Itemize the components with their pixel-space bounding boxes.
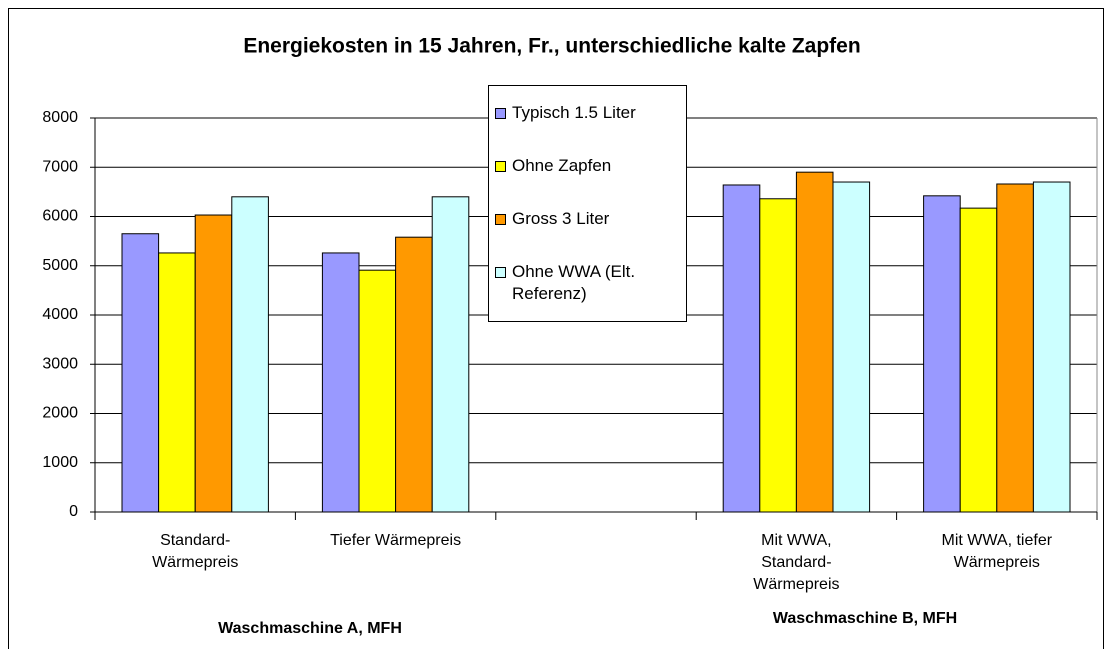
bar bbox=[832, 181, 871, 513]
bar bbox=[759, 198, 797, 513]
bar bbox=[722, 184, 761, 513]
x-tick-label: Standard-Wärmepreis bbox=[152, 532, 239, 571]
bar bbox=[158, 252, 196, 513]
chart-border bbox=[8, 8, 1104, 649]
bar bbox=[395, 236, 433, 513]
y-tick-label: 4000 bbox=[42, 306, 78, 323]
legend-swatch bbox=[495, 214, 506, 226]
bar bbox=[358, 269, 397, 513]
legend-label: Typisch 1.5 Liter bbox=[512, 102, 636, 122]
legend-item: Ohne Zapfen bbox=[489, 155, 686, 177]
legend: Typisch 1.5 Liter Ohne Zapfen Gross 3 Lite… bbox=[488, 85, 687, 322]
legend-label: Gross 3 Liter bbox=[512, 209, 610, 229]
y-tick-label: 3000 bbox=[42, 355, 78, 372]
bar bbox=[231, 196, 269, 513]
chart-title: Energiekosten in 15 Jahren, Fr., untersc… bbox=[243, 35, 860, 58]
bar bbox=[321, 252, 360, 513]
legend-item: Typisch 1.5 Liter bbox=[489, 102, 686, 124]
y-tick-label: 2000 bbox=[42, 405, 78, 422]
y-tick-label: 0 bbox=[69, 503, 78, 520]
legend-item: Ohne WWA (Elt. Referenz) bbox=[489, 261, 686, 305]
x-tick-label: Mit WWA, Standard-Wärmepreis bbox=[753, 532, 840, 593]
group-label: Waschmaschine B, MFH bbox=[772, 610, 958, 627]
legend-swatch bbox=[495, 107, 506, 119]
bar bbox=[431, 196, 470, 513]
group-label: Waschmaschine A, MFH bbox=[218, 620, 402, 637]
x-tick-label: Mit WWA, tiefer Wärmepreis bbox=[941, 532, 1053, 571]
bar bbox=[923, 195, 961, 513]
legend-swatch bbox=[495, 160, 506, 172]
y-tick-label: 6000 bbox=[42, 208, 78, 225]
legend-swatch bbox=[495, 267, 506, 279]
bar bbox=[795, 171, 834, 513]
bar bbox=[959, 207, 998, 513]
y-tick-label: 1000 bbox=[42, 454, 78, 471]
x-tick-label: Tiefer Wärmepreis bbox=[330, 532, 462, 549]
legend-label: Ohne WWA (Elt. Referenz) bbox=[512, 262, 636, 304]
y-tick-label: 8000 bbox=[42, 109, 78, 126]
legend-item: Gross 3 Liter bbox=[489, 208, 686, 230]
bar bbox=[121, 233, 160, 513]
bar bbox=[996, 183, 1034, 513]
legend-label: Ohne Zapfen bbox=[512, 155, 612, 175]
y-tick-label: 7000 bbox=[42, 158, 78, 175]
bar bbox=[194, 214, 233, 513]
y-tick-label: 5000 bbox=[42, 257, 78, 274]
bar bbox=[1032, 181, 1071, 513]
